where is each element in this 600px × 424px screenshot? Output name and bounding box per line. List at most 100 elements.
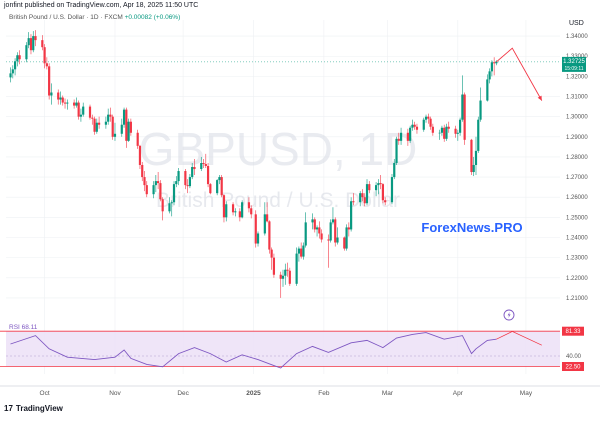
candle	[91, 114, 94, 125]
candle-body	[73, 102, 76, 106]
candle-body	[66, 102, 69, 104]
candle-body	[379, 183, 382, 185]
candle-body	[479, 100, 482, 120]
candle-body	[241, 202, 244, 218]
candle-body	[390, 177, 394, 203]
tradingview-logo[interactable]: 17 TradingView	[4, 404, 63, 413]
candle	[300, 242, 303, 259]
candle-body	[216, 180, 219, 194]
candle	[429, 116, 432, 130]
symbol-name: British Pound / U.S. Dollar · 1D · FXCM	[9, 14, 123, 21]
candle-body	[170, 202, 173, 204]
candle-body	[57, 92, 60, 100]
price-tick-label: 1.24000	[566, 235, 588, 241]
candle-body	[254, 214, 257, 244]
candle	[111, 114, 114, 140]
candle-body	[191, 167, 194, 178]
time-axis: Oct Nov Dec 2025 Feb Mar Apr May	[0, 385, 600, 397]
candle	[50, 83, 53, 105]
candle-body	[272, 257, 276, 275]
candle	[145, 181, 148, 198]
candle	[295, 247, 298, 286]
candle-body	[311, 219, 314, 223]
forecast-line	[496, 47, 543, 101]
candle-body	[50, 92, 53, 96]
candle	[193, 158, 196, 176]
candle	[458, 117, 462, 136]
candle-body	[302, 245, 305, 257]
candle-body	[495, 61, 498, 64]
candle-body	[175, 181, 178, 185]
candle	[288, 267, 291, 286]
candle-body	[415, 126, 419, 130]
candle	[406, 128, 409, 146]
candle-body	[79, 114, 83, 117]
candle-body	[136, 132, 139, 146]
candle	[154, 175, 157, 193]
candle-body	[45, 63, 48, 67]
candle-body	[363, 197, 366, 204]
candle	[331, 207, 335, 225]
candle	[379, 175, 382, 190]
candle-body	[91, 117, 94, 119]
watermark-subtitle: British Pound / U.S. Dollar	[156, 189, 400, 212]
candle	[474, 136, 478, 176]
candle	[254, 210, 257, 248]
candle-body	[320, 233, 323, 240]
candle	[345, 224, 348, 251]
grid	[6, 20, 560, 374]
candle	[216, 179, 219, 196]
candle	[463, 92, 466, 145]
rsi-forecast-line	[496, 330, 542, 346]
candle-body	[256, 233, 260, 244]
candle-body	[270, 249, 273, 258]
candle-body	[488, 71, 491, 80]
candle	[311, 213, 314, 230]
candle	[443, 124, 446, 142]
candle-body	[393, 162, 396, 178]
candle-body	[63, 102, 67, 104]
candle	[122, 107, 126, 128]
candle-body	[75, 102, 78, 106]
candle	[409, 125, 412, 143]
candle-body	[32, 36, 35, 51]
candle-body	[188, 177, 192, 187]
candle-body	[125, 109, 128, 141]
candle	[361, 189, 364, 202]
candle	[191, 162, 194, 180]
watermark-title: GBPUSD, 1D	[139, 123, 418, 175]
candle-body	[43, 47, 46, 64]
candle-body	[411, 124, 414, 128]
price-change: +0.00082 (+0.06%)	[124, 14, 181, 21]
candle-body	[352, 201, 355, 203]
candle-body	[152, 185, 155, 195]
lightning-icon[interactable]	[503, 309, 515, 321]
time-tick-label: Oct	[40, 390, 50, 397]
candle	[61, 95, 64, 106]
candle	[66, 99, 69, 110]
candle	[318, 221, 321, 239]
rsi-level-label: 22.50	[565, 365, 581, 371]
rsi-panel: 22.50 40.00 81.33	[0, 326, 584, 371]
candle	[95, 118, 98, 134]
candle	[141, 161, 144, 182]
candle-body	[365, 184, 369, 204]
candle-body	[177, 171, 180, 182]
candle-body	[304, 222, 307, 246]
time-tick-label: Mar	[382, 390, 394, 397]
candle-body	[384, 200, 387, 203]
candle	[397, 132, 400, 145]
price-tick-label: 1.32000	[566, 74, 588, 80]
time-tick-label: May	[520, 390, 533, 397]
candle-body	[456, 132, 459, 134]
candle	[377, 179, 380, 195]
candle-body	[145, 185, 148, 195]
candle-body	[315, 227, 319, 230]
candle	[41, 35, 44, 51]
candle	[184, 169, 187, 190]
candle-body	[477, 119, 480, 151]
candle	[13, 58, 17, 76]
candle-body	[350, 201, 353, 230]
candle	[93, 116, 96, 135]
